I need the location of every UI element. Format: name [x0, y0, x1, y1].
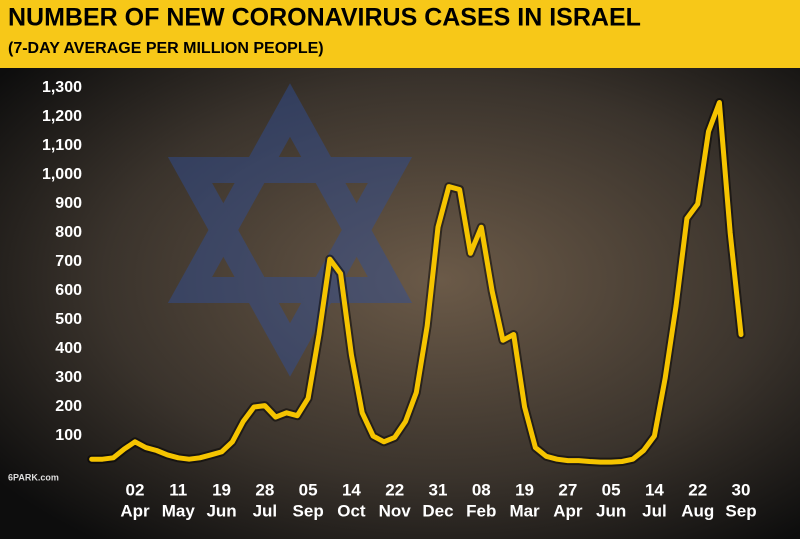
- x-tick-label: Jun: [596, 501, 626, 520]
- x-tick-label: Jul: [642, 501, 667, 520]
- x-tick-label: Apr: [553, 501, 583, 520]
- x-tick-label: May: [162, 501, 196, 520]
- x-tick-label: 05: [299, 480, 318, 499]
- data-line: [89, 100, 744, 465]
- x-tick-label: 30: [732, 480, 751, 499]
- y-tick-label: 200: [55, 398, 82, 415]
- y-tick-label: 300: [55, 369, 82, 386]
- x-tick-label: 22: [688, 480, 707, 499]
- y-tick-label: 800: [55, 224, 82, 241]
- x-tick-label: 14: [342, 480, 361, 499]
- x-tick-label: 28: [255, 480, 274, 499]
- x-tick-label: 02: [126, 480, 145, 499]
- title-bar: [0, 0, 800, 68]
- x-tick-label: 11: [169, 480, 187, 499]
- x-tick-label: Feb: [466, 501, 496, 520]
- y-tick-label: 1,300: [42, 79, 82, 96]
- y-tick-label: 400: [55, 340, 82, 357]
- y-tick-label: 600: [55, 282, 82, 299]
- x-tick-label: 05: [602, 480, 621, 499]
- y-tick-label: 1,200: [42, 108, 82, 125]
- y-tick-label: 900: [55, 195, 82, 212]
- x-tick-label: 31: [429, 480, 448, 499]
- y-tick-label: 1,000: [42, 166, 82, 183]
- background: [0, 68, 800, 539]
- chart-title: NUMBER OF NEW CORONAVIRUS CASES IN ISRAE…: [8, 4, 641, 32]
- star-decoration: [167, 83, 413, 377]
- x-tick-label: Oct: [337, 501, 366, 520]
- x-tick-label: 14: [645, 480, 664, 499]
- x-tick-label: Jul: [253, 501, 278, 520]
- y-tick-label: 500: [55, 311, 82, 328]
- x-tick-label: Sep: [725, 501, 756, 520]
- y-tick-label: 700: [55, 253, 82, 270]
- x-tick-label: 08: [472, 480, 491, 499]
- watermark: 6PARK.com: [8, 472, 59, 482]
- x-tick-label: 22: [385, 480, 404, 499]
- x-tick-label: Jun: [206, 501, 236, 520]
- x-tick-label: Apr: [120, 501, 150, 520]
- x-tick-label: Nov: [379, 501, 412, 520]
- x-tick-label: Sep: [293, 501, 324, 520]
- x-tick-label: Mar: [509, 501, 540, 520]
- x-tick-label: 19: [212, 480, 231, 499]
- y-tick-label: 1,100: [42, 137, 82, 154]
- x-tick-label: Dec: [422, 501, 453, 520]
- y-tick-label: 100: [55, 427, 82, 444]
- x-tick-label: 19: [515, 480, 534, 499]
- x-tick-label: 27: [558, 480, 577, 499]
- x-tick-label: Aug: [681, 501, 714, 520]
- chart-subtitle: (7-DAY AVERAGE PER MILLION PEOPLE): [8, 40, 324, 57]
